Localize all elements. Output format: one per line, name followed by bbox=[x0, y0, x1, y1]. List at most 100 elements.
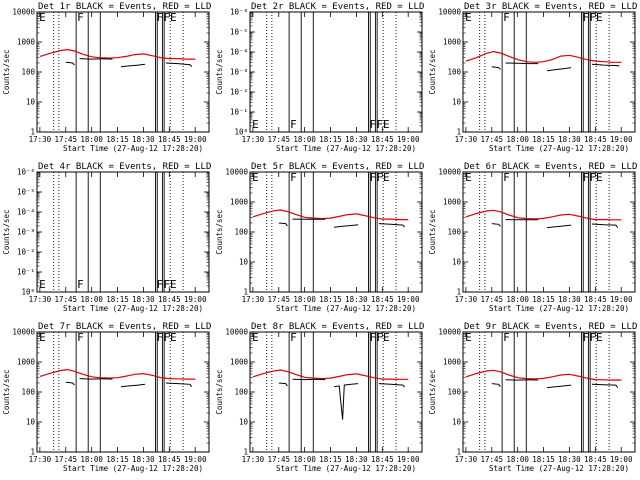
x-tick-label: 18:30 bbox=[558, 455, 581, 464]
event-marker-label: FE bbox=[376, 331, 389, 344]
plot-frame bbox=[36, 331, 210, 453]
y-tick-label: 10⁻³ bbox=[230, 68, 248, 77]
y-tick-label: 10⁰ bbox=[21, 288, 35, 297]
x-tick-label: 17:30 bbox=[455, 455, 478, 464]
chart-panel: Det 1r BLACK = Events, RED = LLD Counts/s… bbox=[2, 2, 211, 153]
y-axis-label: Counts/sec bbox=[215, 369, 224, 414]
y-tick-label: 10⁻⁴ bbox=[17, 208, 35, 217]
x-axis-label: Start Time (27-Aug-12 17:28:20) bbox=[489, 144, 629, 153]
y-axis-label: Counts/sec bbox=[215, 209, 224, 254]
events-rate-line bbox=[491, 66, 501, 70]
y-tick-label: 100 bbox=[21, 388, 35, 397]
plot-frame bbox=[36, 171, 210, 293]
y-tick-label: 10000 bbox=[438, 168, 461, 177]
x-tick-label: 18:15 bbox=[319, 295, 342, 304]
y-tick-label: 1 bbox=[243, 288, 248, 297]
event-marker-label: E bbox=[39, 278, 46, 291]
event-marker-label: E bbox=[252, 118, 259, 131]
y-tick-label: 10 bbox=[239, 258, 249, 267]
lld-rate-line bbox=[252, 209, 409, 221]
y-tick-label: 10 bbox=[239, 418, 249, 427]
plot-frame bbox=[462, 11, 636, 133]
y-tick-label: 10⁻⁵ bbox=[17, 188, 35, 197]
chart-title: Det 5r BLACK = Events, RED = LLD bbox=[251, 162, 424, 172]
x-tick-label: 19:00 bbox=[610, 455, 633, 464]
chart-title: Det 7r BLACK = Events, RED = LLD bbox=[38, 322, 211, 332]
x-tick-label: 17:30 bbox=[242, 295, 265, 304]
chart-panel: Det 5r BLACK = Events, RED = LLD Counts/s… bbox=[215, 162, 424, 313]
chart-title: Det 4r BLACK = Events, RED = LLD bbox=[38, 162, 211, 172]
events-rate-line bbox=[491, 223, 501, 227]
x-tick-label: 18:00 bbox=[293, 295, 316, 304]
y-tick-label: 10⁻² bbox=[17, 248, 35, 257]
event-marker-label: F bbox=[370, 171, 377, 184]
event-marker-label: F bbox=[583, 171, 590, 184]
y-tick-label: 1 bbox=[456, 288, 461, 297]
event-marker-label: FE bbox=[163, 331, 176, 344]
x-axis-label: Start Time (27-Aug-12 17:28:20) bbox=[276, 464, 416, 473]
x-tick-label: 18:30 bbox=[345, 295, 368, 304]
event-marker-label: F bbox=[583, 11, 590, 24]
events-rate-line bbox=[378, 383, 406, 388]
events-rate-line bbox=[120, 63, 146, 68]
y-axis-label: Counts/sec bbox=[2, 49, 11, 94]
x-tick-label: 18:30 bbox=[132, 295, 155, 304]
chart-panel: Det 3r BLACK = Events, RED = LLD Counts/s… bbox=[428, 2, 637, 153]
chart-panel: Det 9r BLACK = Events, RED = LLD Counts/s… bbox=[428, 322, 637, 473]
x-tick-label: 18:45 bbox=[584, 455, 607, 464]
x-tick-label: 19:00 bbox=[184, 455, 207, 464]
chart-title: Det 3r BLACK = Events, RED = LLD bbox=[464, 2, 637, 12]
chart-panel: Det 6r BLACK = Events, RED = LLD Counts/s… bbox=[428, 162, 637, 313]
y-tick-label: 10000 bbox=[225, 328, 248, 337]
y-tick-label: 1000 bbox=[443, 358, 462, 367]
chart-panel: Det 8r BLACK = Events, RED = LLD Counts/s… bbox=[215, 322, 424, 473]
event-marker-label: F bbox=[290, 118, 297, 131]
y-axis-label: Counts/sec bbox=[2, 209, 11, 254]
events-rate-line bbox=[79, 58, 113, 60]
y-tick-label: 100 bbox=[21, 68, 35, 77]
y-tick-label: 1 bbox=[243, 448, 248, 457]
x-tick-label: 18:45 bbox=[584, 295, 607, 304]
y-tick-label: 10000 bbox=[438, 328, 461, 337]
y-tick-label: 1000 bbox=[17, 358, 36, 367]
x-tick-label: 17:30 bbox=[29, 455, 52, 464]
y-axis-label: Counts/sec bbox=[215, 49, 224, 94]
events-rate-line bbox=[591, 383, 619, 388]
x-tick-label: 18:45 bbox=[158, 455, 181, 464]
y-tick-label: 1000 bbox=[443, 198, 462, 207]
chart-panel: Det 2r BLACK = Events, RED = LLD Counts/s… bbox=[215, 2, 424, 153]
y-tick-label: 10⁻⁶ bbox=[17, 168, 35, 177]
lld-rate-line bbox=[465, 50, 622, 63]
y-tick-label: 10 bbox=[26, 98, 36, 107]
x-tick-label: 17:45 bbox=[480, 295, 503, 304]
plot-frame bbox=[36, 11, 210, 133]
event-marker-label: F bbox=[77, 331, 84, 344]
y-tick-label: 10⁻⁶ bbox=[230, 8, 248, 17]
events-rate-line bbox=[65, 61, 75, 66]
events-rate-line bbox=[278, 222, 288, 227]
x-tick-label: 18:45 bbox=[584, 135, 607, 144]
x-tick-label: 19:00 bbox=[397, 135, 420, 144]
x-tick-label: 18:30 bbox=[345, 455, 368, 464]
events-rate-line bbox=[491, 383, 501, 387]
x-tick-label: 17:30 bbox=[29, 135, 52, 144]
event-marker-label: F bbox=[503, 11, 510, 24]
events-rate-line bbox=[546, 67, 572, 72]
x-tick-label: 17:45 bbox=[480, 455, 503, 464]
x-axis-label: Start Time (27-Aug-12 17:28:20) bbox=[63, 464, 203, 473]
event-marker-label: F bbox=[157, 11, 164, 24]
x-tick-label: 18:30 bbox=[345, 135, 368, 144]
events-rate-line bbox=[165, 62, 193, 68]
event-marker-label: FE bbox=[376, 118, 389, 131]
x-tick-label: 17:45 bbox=[267, 455, 290, 464]
event-marker-label: F bbox=[290, 171, 297, 184]
y-axis-label: Counts/sec bbox=[2, 369, 11, 414]
event-marker-label: F bbox=[77, 11, 84, 24]
x-tick-label: 19:00 bbox=[397, 295, 420, 304]
x-tick-label: 17:30 bbox=[455, 135, 478, 144]
x-tick-label: 18:45 bbox=[158, 295, 181, 304]
lld-rate-line bbox=[465, 369, 622, 381]
x-tick-label: 18:00 bbox=[80, 455, 103, 464]
x-tick-label: 19:00 bbox=[184, 295, 207, 304]
